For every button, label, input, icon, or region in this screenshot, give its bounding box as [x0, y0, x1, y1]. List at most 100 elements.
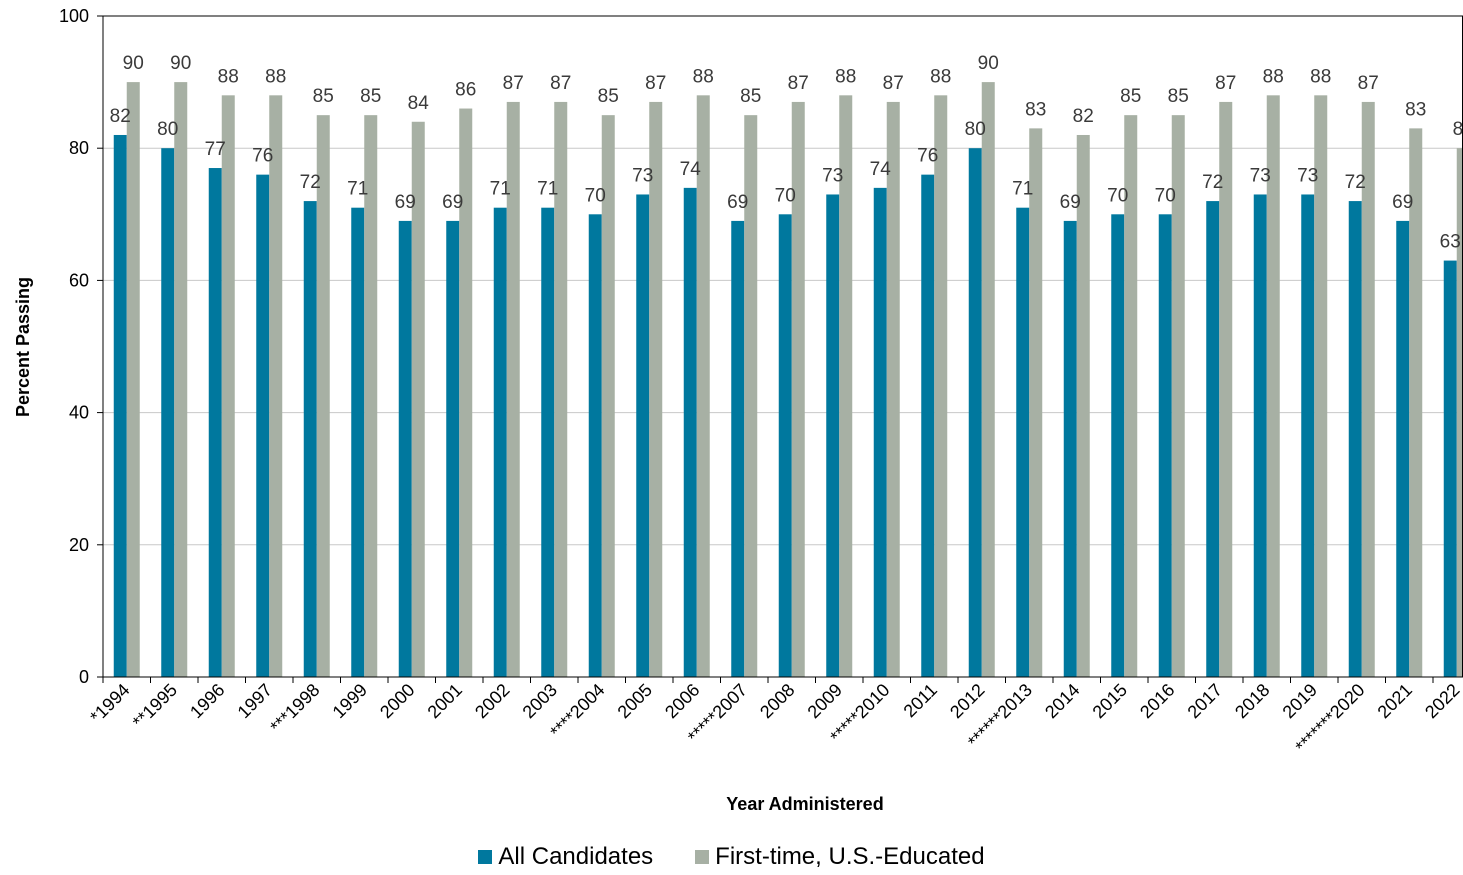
- bar-first-time-us-educated: [1124, 115, 1138, 677]
- legend-item-first-time-us-educated: First-time, U.S.-Educated: [695, 843, 985, 871]
- data-label-all-candidates: 80: [157, 119, 178, 140]
- x-tick-label: 2005: [614, 680, 656, 722]
- data-label-all-candidates: 69: [727, 192, 748, 213]
- bar-first-time-us-educated: [1314, 95, 1328, 677]
- data-label-all-candidates: 69: [1392, 192, 1413, 213]
- data-label-first-time-us-educated: 87: [503, 73, 524, 94]
- x-tick-label: 2017: [1184, 680, 1226, 722]
- data-label-all-candidates: 74: [680, 159, 702, 180]
- data-label-first-time-us-educated: 85: [598, 86, 619, 107]
- bar-first-time-us-educated: [411, 121, 425, 677]
- x-tick-label: 1997: [234, 680, 276, 722]
- data-label-all-candidates: 73: [632, 165, 653, 186]
- x-tick-label: 2006: [661, 680, 703, 722]
- data-label-first-time-us-educated: 87: [550, 73, 571, 94]
- bar-all-candidates: [1016, 207, 1030, 677]
- data-label-all-candidates: 74: [870, 159, 892, 180]
- bar-first-time-us-educated: [459, 108, 473, 678]
- bar-all-candidates: [303, 201, 317, 677]
- legend: All Candidates First-time, U.S.-Educated: [0, 843, 1463, 871]
- bar-all-candidates: [826, 194, 840, 677]
- x-tick-label: ***1998: [266, 680, 323, 737]
- x-tick-label: 2015: [1089, 680, 1131, 722]
- data-label-all-candidates: 73: [1250, 165, 1271, 186]
- legend-label-all-candidates: All Candidates: [498, 843, 654, 870]
- x-tick-label: 2001: [424, 680, 466, 722]
- x-tick-label: 2000: [376, 680, 418, 722]
- data-label-first-time-us-educated: 87: [883, 73, 904, 94]
- data-label-first-time-us-educated: 88: [1263, 66, 1284, 87]
- bar-all-candidates: [541, 207, 555, 677]
- data-label-first-time-us-educated: 87: [1358, 73, 1379, 94]
- data-label-all-candidates: 71: [537, 179, 558, 200]
- bar-first-time-us-educated: [1171, 115, 1185, 677]
- legend-item-all-candidates: All Candidates: [478, 843, 653, 871]
- data-label-all-candidates: 70: [1107, 185, 1128, 206]
- bar-all-candidates: [1301, 194, 1315, 677]
- data-label-all-candidates: 76: [917, 146, 938, 167]
- data-label-first-time-us-educated: 86: [455, 80, 476, 101]
- x-tick-label: *1994: [86, 680, 133, 727]
- y-tick-label: 0: [79, 667, 89, 687]
- legend-swatch-first-time-us-educated: [695, 850, 710, 864]
- bar-first-time-us-educated: [934, 95, 948, 677]
- data-label-first-time-us-educated: 87: [645, 73, 666, 94]
- bar-first-time-us-educated: [174, 82, 188, 678]
- bar-first-time-us-educated: [649, 101, 663, 678]
- bar-first-time-us-educated: [554, 101, 568, 678]
- data-label-first-time-us-educated: 84: [408, 93, 430, 114]
- bar-first-time-us-educated: [221, 95, 235, 677]
- bar-all-candidates: [208, 168, 222, 677]
- data-label-all-candidates: 69: [442, 192, 463, 213]
- data-label-first-time-us-educated: 85: [360, 86, 381, 107]
- data-label-all-candidates: 70: [585, 185, 606, 206]
- data-label-first-time-us-educated: 90: [978, 53, 999, 74]
- x-tick-label: **1995: [129, 680, 181, 732]
- data-label-first-time-us-educated: 88: [693, 66, 714, 87]
- data-label-all-candidates: 71: [1012, 179, 1033, 200]
- bar-first-time-us-educated: [506, 101, 520, 678]
- data-label-first-time-us-educated: 85: [313, 86, 334, 107]
- data-label-all-candidates: 69: [395, 192, 416, 213]
- bar-first-time-us-educated: [791, 101, 805, 678]
- bar-first-time-us-educated: [1219, 101, 1233, 678]
- data-label-first-time-us-educated: 87: [788, 73, 809, 94]
- bar-all-candidates: [256, 174, 270, 677]
- data-label-all-candidates: 80: [965, 119, 986, 140]
- data-label-all-candidates: 69: [1060, 192, 1081, 213]
- x-tick-label: 2012: [946, 680, 988, 722]
- bar-all-candidates: [1443, 260, 1457, 677]
- data-label-all-candidates: 71: [490, 179, 511, 200]
- bar-all-candidates: [351, 207, 365, 677]
- x-tick-label: 2021: [1374, 680, 1416, 722]
- data-label-first-time-us-educated: 85: [1168, 86, 1189, 107]
- y-tick-label: 60: [69, 270, 89, 290]
- x-tick-label: 2009: [804, 680, 846, 722]
- bar-all-candidates: [1253, 194, 1267, 677]
- bars: [113, 82, 1463, 678]
- x-tick-label: 2014: [1041, 680, 1083, 722]
- data-label-first-time-us-educated: 88: [835, 66, 856, 87]
- data-label-first-time-us-educated: 82: [1073, 106, 1094, 127]
- bar-first-time-us-educated: [1266, 95, 1280, 677]
- data-label-all-candidates: 63: [1440, 232, 1461, 253]
- data-label-first-time-us-educated: 90: [170, 53, 191, 74]
- y-tick-label: 80: [69, 138, 89, 158]
- data-label-first-time-us-educated: 83: [1405, 99, 1426, 120]
- bar-first-time-us-educated: [269, 95, 283, 677]
- x-tick-label: 2019: [1279, 680, 1321, 722]
- bar-all-candidates: [1206, 201, 1220, 677]
- bar-all-candidates: [588, 214, 602, 678]
- bar-all-candidates: [446, 220, 460, 677]
- x-tick-label: 2002: [471, 680, 513, 722]
- data-label-first-time-us-educated: 88: [265, 66, 286, 87]
- data-label-all-candidates: 72: [1202, 172, 1223, 193]
- bar-all-candidates: [398, 220, 412, 677]
- bar-first-time-us-educated: [886, 101, 900, 678]
- bar-first-time-us-educated: [601, 115, 615, 677]
- bar-first-time-us-educated: [364, 115, 378, 677]
- data-label-all-candidates: 70: [775, 185, 796, 206]
- x-tick-label: 2018: [1231, 680, 1273, 722]
- bar-all-candidates: [968, 148, 982, 677]
